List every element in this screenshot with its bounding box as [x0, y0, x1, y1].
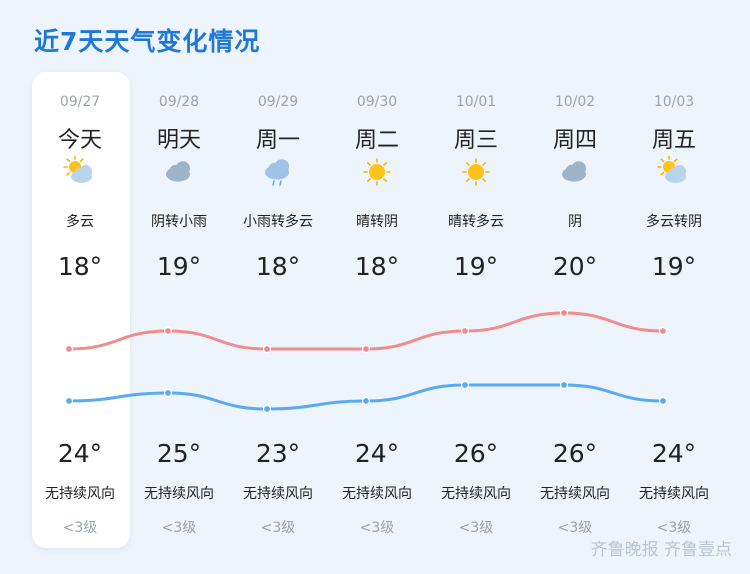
temperature-lower-value: 24°	[651, 439, 697, 468]
wind-level: <3级	[260, 520, 296, 536]
temperature-point-2	[658, 396, 668, 406]
temperature-point-1	[361, 344, 371, 354]
temperature-upper-value: 18°	[57, 252, 103, 281]
wind-direction: 无持续风向	[441, 486, 511, 502]
wind-direction: 无持续风向	[144, 486, 214, 502]
temperature-point-1	[262, 344, 272, 354]
wind-level: <3级	[359, 520, 395, 536]
wind-direction: 无持续风向	[540, 486, 610, 502]
day-name: 周四	[552, 128, 597, 153]
day-date: 09/27	[59, 94, 101, 110]
temperature-point-2	[559, 380, 569, 390]
weather-condition: 多云转阴	[646, 213, 702, 230]
partly-cloudy-icon	[63, 156, 92, 183]
day-column[interactable]: 09/30 周二 晴转阴 18° 24° 无持续风向 <3级	[328, 72, 426, 548]
temperature-lower-value: 25°	[156, 439, 202, 468]
temperature-lower-value: 24°	[354, 439, 400, 468]
sunny-icon	[363, 158, 391, 186]
wind-level: <3级	[557, 520, 593, 536]
day-name: 周一	[255, 128, 300, 153]
day-column[interactable]: 10/01 周三 晴转多云 19° 26° 无持续风向 <3级	[427, 72, 525, 548]
wind-direction: 无持续风向	[639, 486, 709, 502]
day-column[interactable]: 09/28 明天 阴转小雨 19° 25° 无持续风向 <3级	[130, 72, 228, 548]
temperature-point-2	[460, 380, 470, 390]
weather-condition: 小雨转多云	[243, 213, 313, 230]
temperature-upper-value: 19°	[651, 252, 697, 281]
temperature-point-2	[361, 396, 371, 406]
temperature-upper-value: 19°	[156, 252, 202, 281]
wind-direction: 无持续风向	[243, 486, 313, 502]
wind-direction: 无持续风向	[45, 486, 115, 502]
day-column[interactable]: 09/27 今天 多云 18° 24° 无持续风向 <3级	[31, 72, 129, 548]
temperature-lower-value: 26°	[453, 439, 499, 468]
day-date: 10/03	[653, 94, 695, 110]
temperature-upper-value: 18°	[255, 252, 301, 281]
day-name: 周二	[354, 128, 399, 153]
day-date: 10/02	[554, 94, 596, 110]
temperature-point-1	[658, 326, 668, 336]
day-date: 09/28	[158, 94, 200, 110]
day-date: 10/01	[455, 94, 497, 110]
day-name: 今天	[57, 128, 102, 153]
day-name: 周三	[453, 128, 498, 153]
weather-condition: 阴	[568, 213, 582, 230]
watermark: 齐鲁晚报 齐鲁壹点	[590, 540, 732, 560]
cloudy-icon	[166, 161, 190, 182]
temperature-lower-value: 26°	[552, 439, 598, 468]
temperature-upper-value: 20°	[552, 252, 598, 281]
temperature-upper-value: 19°	[453, 252, 499, 281]
weather-condition: 晴转阴	[356, 213, 398, 230]
day-date: 09/30	[356, 94, 398, 110]
day-date: 09/29	[257, 94, 299, 110]
temperature-point-1	[460, 326, 470, 336]
day-name: 明天	[156, 128, 201, 153]
partly-cloudy-icon	[657, 156, 686, 183]
temperature-point-2	[262, 404, 272, 414]
wind-level: <3级	[458, 520, 494, 536]
wind-level: <3级	[62, 520, 98, 536]
temperature-lower-value: 24°	[57, 439, 103, 468]
temperature-point-1	[559, 308, 569, 318]
weather-condition: 晴转多云	[448, 213, 504, 230]
temperature-series-line-1	[68, 311, 664, 351]
temperature-point-2	[64, 396, 74, 406]
weather-condition: 多云	[66, 213, 94, 230]
temperature-point-1	[64, 344, 74, 354]
sunny-icon	[462, 158, 490, 186]
cloudy-icon	[562, 161, 586, 182]
page-title: 近7天天气变化情况	[34, 27, 261, 56]
weather-condition: 阴转小雨	[151, 213, 207, 230]
day-name: 周五	[651, 128, 696, 153]
wind-direction: 无持续风向	[342, 486, 412, 502]
day-column[interactable]: 10/02 周四 阴 20° 26° 无持续风向 <3级	[526, 72, 624, 548]
light-rain-icon	[265, 159, 289, 186]
day-column[interactable]: 10/03 周五 多云转阴 19° 24° 无持续风向 <3级	[625, 72, 723, 548]
wind-level: <3级	[656, 520, 692, 536]
temperature-lower-value: 23°	[255, 439, 301, 468]
wind-level: <3级	[161, 520, 197, 536]
temperature-point-1	[163, 326, 173, 336]
temperature-point-2	[163, 388, 173, 398]
today-highlight-card	[32, 72, 130, 548]
temperature-upper-value: 18°	[354, 252, 400, 281]
day-column[interactable]: 09/29 周一 小雨转多云 18° 23° 无持续风向 <3级	[229, 72, 327, 548]
